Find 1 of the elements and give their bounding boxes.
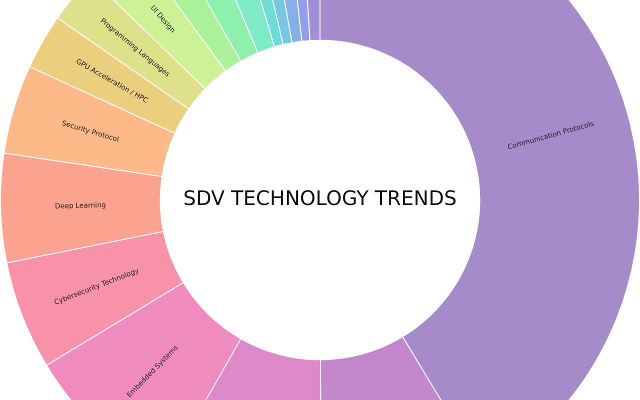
text: SDV TECHNOLOGY TRENDS bbox=[183, 186, 457, 210]
